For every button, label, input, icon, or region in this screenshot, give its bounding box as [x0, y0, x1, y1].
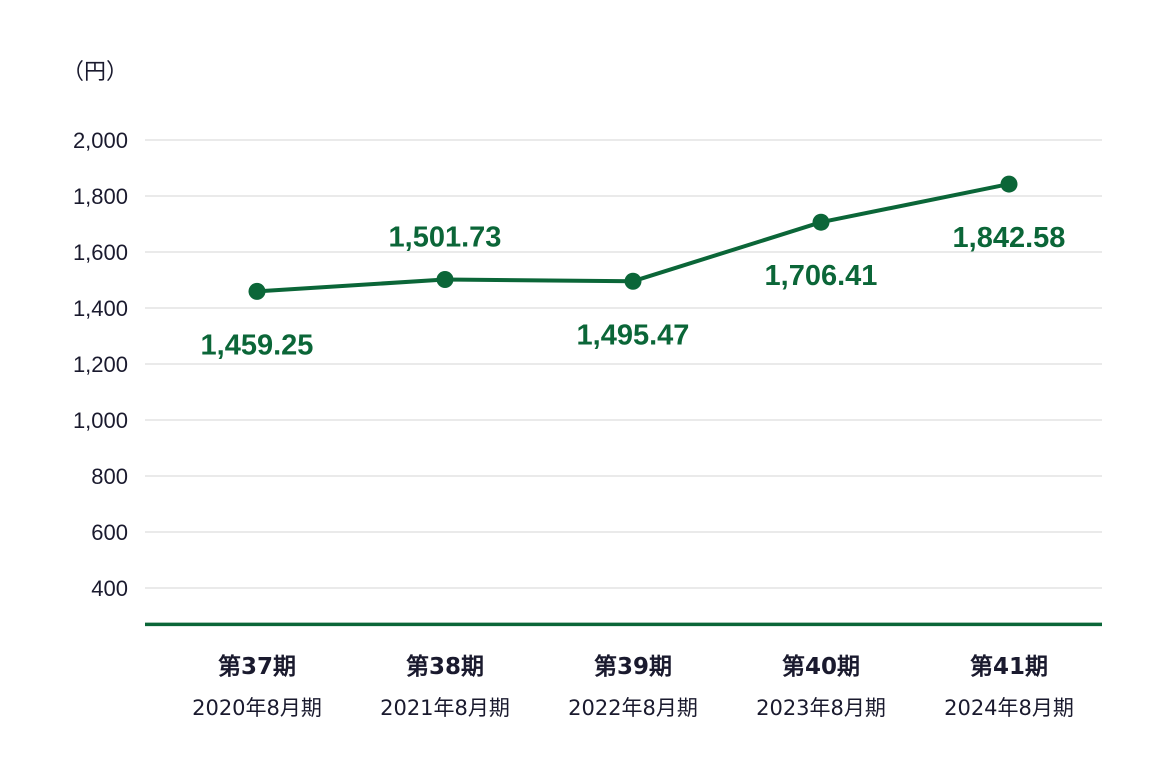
y-axis-unit-label: （円） [62, 60, 129, 85]
data-points [248, 175, 1018, 300]
y-tick-label: 1,200 [73, 352, 128, 377]
y-tick-label: 1,600 [73, 240, 128, 265]
data-point [436, 271, 454, 289]
x-tick-label: 第39期 [594, 653, 672, 680]
x-tick-sublabel: 2022年8月期 [568, 696, 698, 720]
y-tick-label: 600 [91, 520, 128, 545]
data-labels: 1,459.25 1,501.73 1,495.47 1,706.41 1,842.58 [201, 222, 1066, 362]
gridlines [145, 139, 1102, 589]
data-point [624, 272, 642, 290]
x-tick-label: 第37期 [218, 653, 296, 680]
x-tick-label: 第40期 [782, 653, 860, 680]
data-point [1000, 175, 1018, 193]
x-tick-sublabel: 2020年8月期 [192, 696, 322, 720]
data-label: 1,706.41 [765, 260, 878, 292]
y-tick-label: 1,000 [73, 408, 128, 433]
x-tick-sublabel: 2021年8月期 [380, 696, 510, 720]
data-label: 1,459.25 [201, 329, 314, 361]
y-tick-label: 1,800 [73, 184, 128, 209]
y-tick-label: 2,000 [73, 128, 128, 153]
data-label: 1,842.58 [953, 222, 1066, 254]
y-tick-label: 1,400 [73, 296, 128, 321]
data-point [248, 282, 266, 300]
x-tick-sublabel: 2023年8月期 [756, 696, 886, 720]
x-tick-sublabel: 2024年8月期 [944, 696, 1074, 720]
data-point [812, 213, 830, 231]
y-tick-label: 800 [91, 464, 128, 489]
data-label: 1,501.73 [389, 222, 502, 254]
x-tick-label: 第38期 [406, 653, 484, 680]
y-tick-label: 400 [91, 576, 128, 601]
x-axis-ticks: 第37期 2020年8月期 第38期 2021年8月期 第39期 2022年8月期 第40期… [192, 653, 1074, 720]
y-axis-ticks: 400 600 800 1,000 1,200 1,400 1,600 1,800 2,000 [73, 128, 128, 601]
x-tick-label: 第41期 [970, 653, 1048, 680]
data-label: 1,495.47 [577, 319, 690, 351]
